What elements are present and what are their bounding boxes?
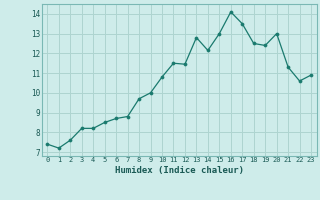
X-axis label: Humidex (Indice chaleur): Humidex (Indice chaleur) [115, 166, 244, 175]
